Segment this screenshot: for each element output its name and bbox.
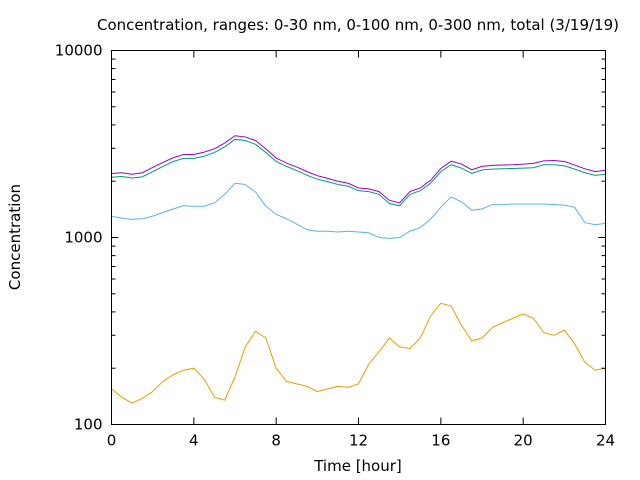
x-tick-label: 24 bbox=[596, 432, 615, 450]
series-line-2 bbox=[111, 182, 606, 239]
x-tick-label: 20 bbox=[514, 432, 533, 450]
x-tick-label: 12 bbox=[349, 432, 368, 450]
y-tick-label: 10000 bbox=[55, 42, 103, 60]
x-tick-label: 16 bbox=[431, 432, 450, 450]
x-tick-label: 8 bbox=[271, 432, 281, 450]
y-axis-label: Concentration bbox=[6, 184, 24, 290]
series-line-4 bbox=[111, 135, 606, 204]
x-tick-label: 4 bbox=[189, 432, 199, 450]
axes-layer: 0 4 8 12 16 20 24 100 1000 10000 bbox=[55, 42, 615, 450]
x-tick-label: 0 bbox=[107, 432, 117, 450]
x-axis-label: Time [hour] bbox=[313, 457, 402, 475]
plot-frame bbox=[111, 50, 606, 425]
y-tick-label: 1000 bbox=[64, 229, 102, 247]
series-line-3 bbox=[111, 138, 606, 207]
series-line-1 bbox=[111, 302, 606, 404]
series-layer bbox=[111, 135, 606, 404]
y-tick-label: 100 bbox=[74, 416, 103, 434]
chart-title: Concentration, ranges: 0-30 nm, 0-100 nm… bbox=[97, 16, 619, 34]
